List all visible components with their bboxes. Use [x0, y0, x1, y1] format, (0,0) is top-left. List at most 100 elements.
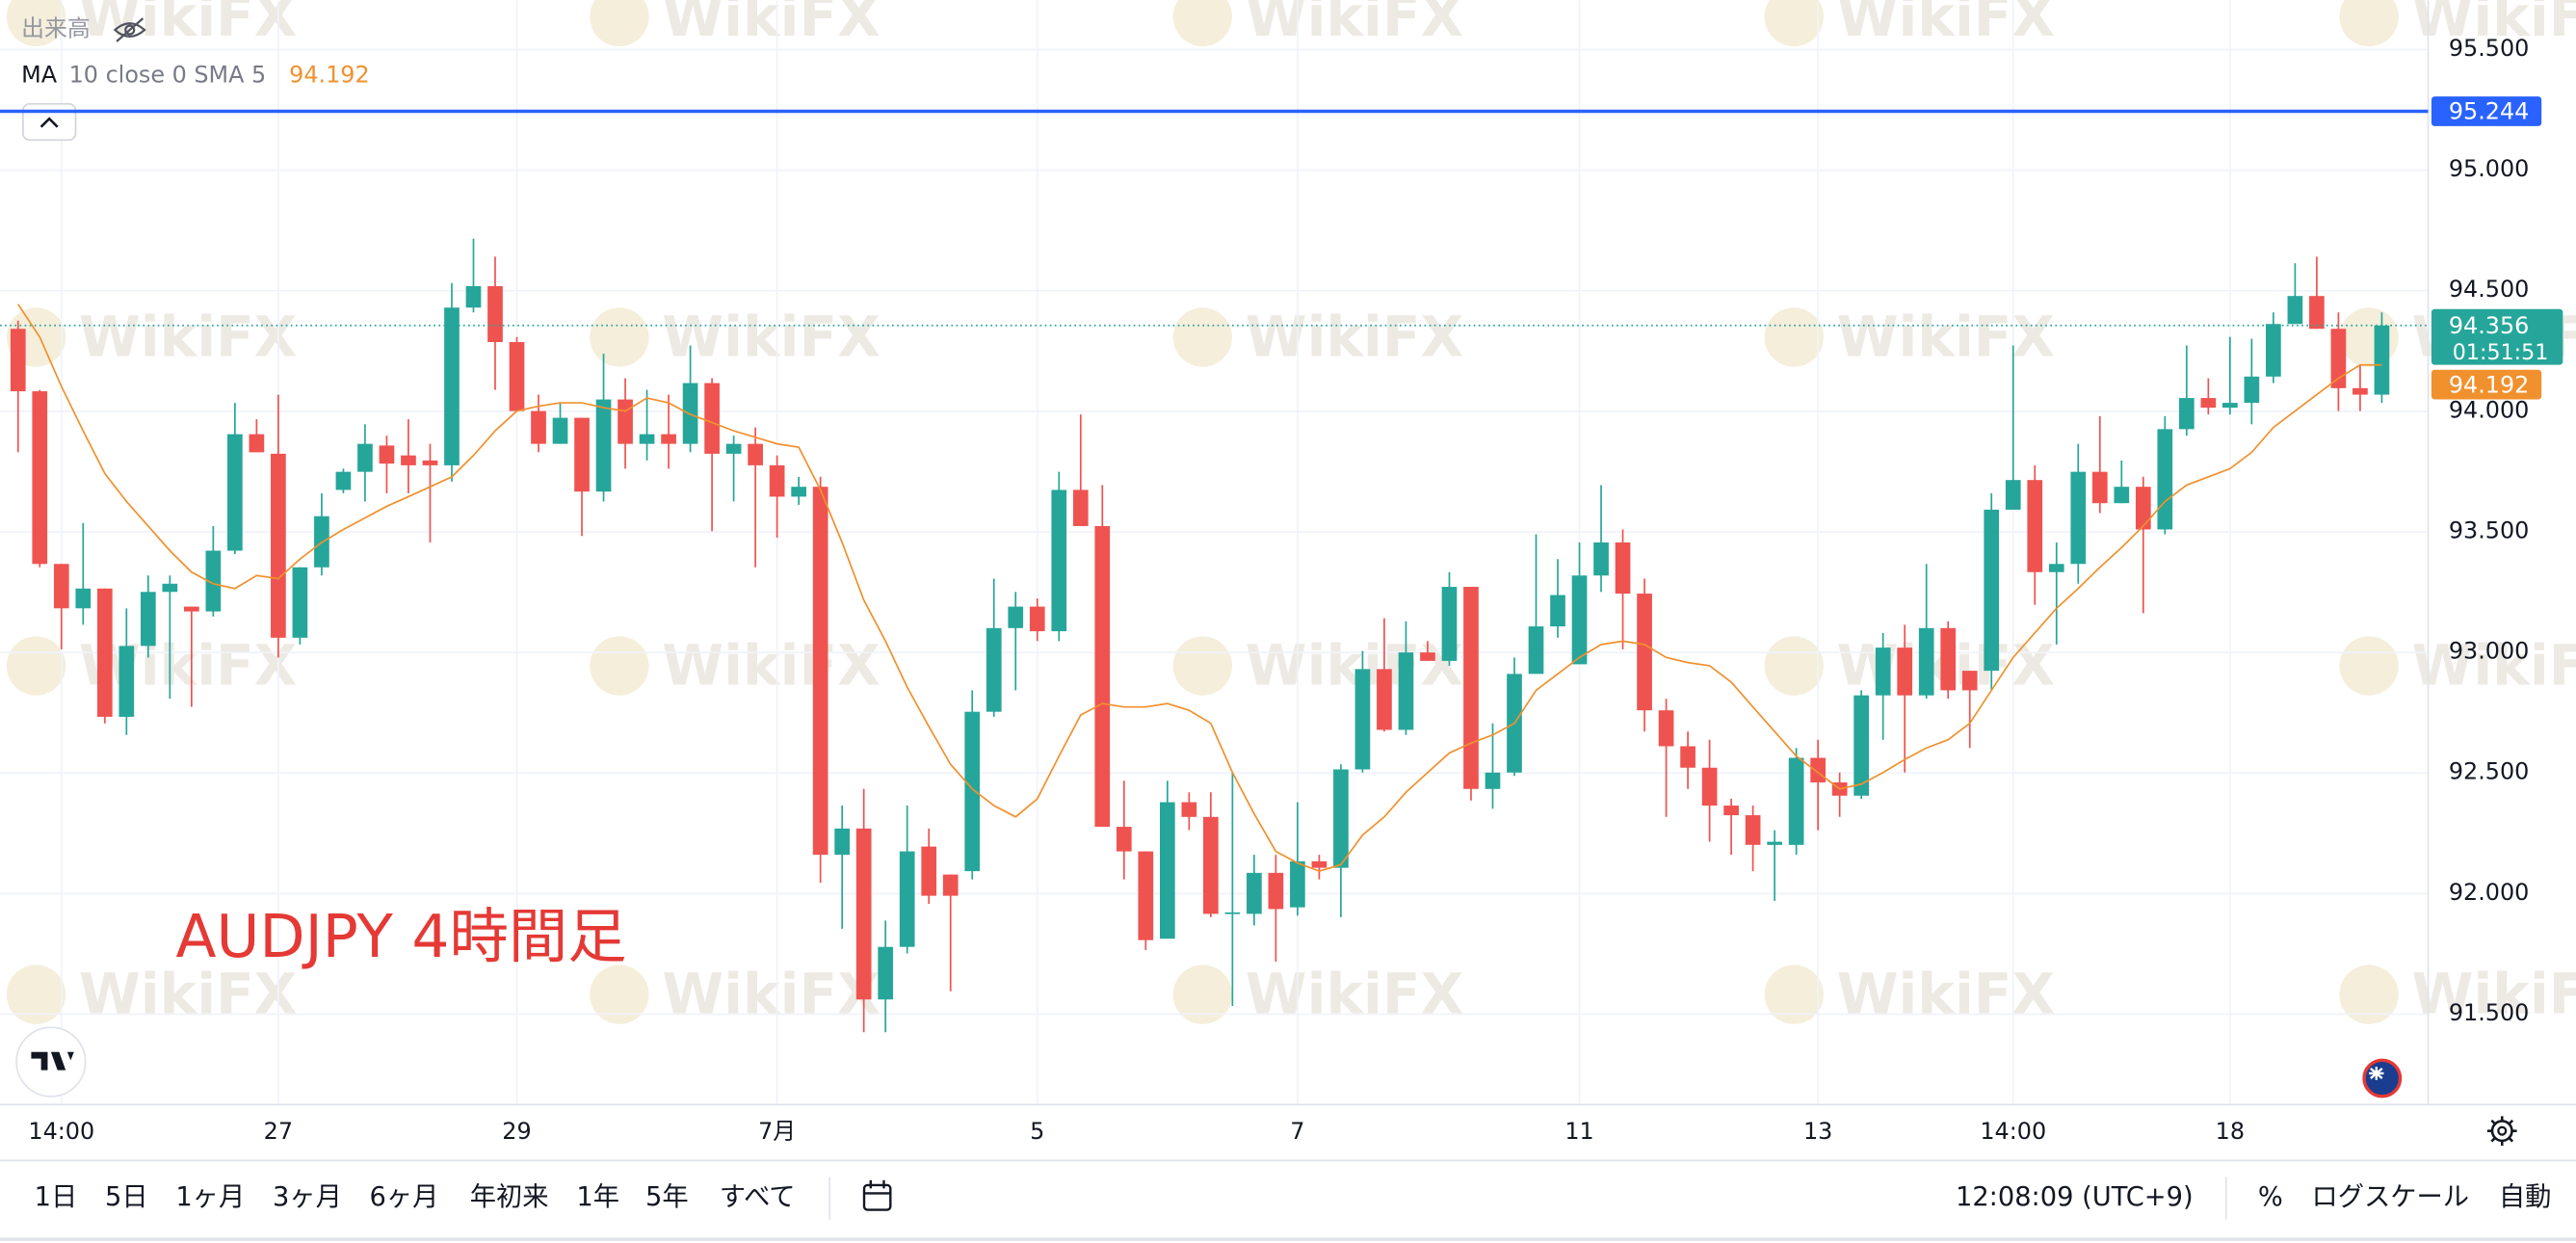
x-tick-label: 5: [1030, 1118, 1044, 1145]
ma-name: MA: [21, 61, 58, 88]
candle-body: [1354, 669, 1371, 770]
candle-body: [791, 487, 806, 497]
y-tick-label: 92.000: [2449, 879, 2530, 906]
candle-body: [2135, 487, 2151, 530]
candle-body: [2244, 376, 2260, 404]
watermark: WikiFX: [1246, 0, 1464, 49]
candle-body: [2091, 471, 2108, 504]
watermark: WikiFX: [2411, 0, 2576, 49]
candle-body: [769, 464, 785, 497]
watermark-logo: [6, 636, 66, 696]
watermark-logo: [590, 636, 649, 696]
candle-body: [812, 487, 828, 856]
candle-body: [1159, 802, 1175, 939]
range-button[interactable]: 5年: [645, 1182, 689, 1212]
ma-tag: [2431, 369, 2542, 400]
candle-body: [271, 453, 286, 638]
candle-body: [942, 874, 959, 896]
candle-body: [2070, 471, 2087, 565]
range-button[interactable]: 1ヶ月: [175, 1182, 245, 1212]
collapse-button[interactable]: [22, 102, 77, 142]
candle-body: [1072, 489, 1089, 526]
candle-body: [2353, 387, 2368, 395]
candle-body: [1029, 606, 1045, 632]
candle-body: [118, 646, 135, 717]
watermark-logo: [1172, 307, 1233, 367]
candle-body: [2330, 329, 2347, 388]
candle-body: [531, 410, 546, 444]
watermark-logo: [1764, 0, 1824, 47]
watermark-logo: [2339, 0, 2399, 47]
candle-body: [834, 828, 851, 856]
range-button[interactable]: 年初来: [470, 1182, 549, 1212]
candle-body: [2287, 296, 2303, 325]
eye-off-icon[interactable]: [113, 17, 146, 42]
currency-flag[interactable]: [2362, 1058, 2403, 1098]
watermark: WikiFX: [1837, 304, 2056, 369]
range-button[interactable]: 5日: [105, 1182, 148, 1212]
x-tick-label: 7月: [758, 1118, 796, 1145]
watermark-logo: [6, 0, 66, 47]
candle-body: [1398, 652, 1414, 730]
candle-body: [1897, 648, 1913, 696]
candle-body: [964, 711, 981, 872]
range-button[interactable]: 3ヶ月: [273, 1182, 342, 1212]
candle-body: [292, 567, 308, 638]
x-tick-label: 11: [1564, 1118, 1593, 1145]
candle-body: [2222, 403, 2238, 409]
candle-body: [401, 455, 416, 465]
percent-toggle[interactable]: %: [2258, 1182, 2283, 1212]
candle-body: [2157, 429, 2173, 530]
candle-body: [10, 329, 26, 392]
candle-body: [1528, 626, 1544, 674]
x-tick-label: 29: [502, 1118, 531, 1145]
candle-body: [1571, 575, 1588, 665]
clock[interactable]: 12:08:09 (UTC+9): [1956, 1182, 2194, 1212]
candle-body: [1637, 594, 1652, 711]
candle-body: [162, 583, 178, 593]
log-scale-toggle[interactable]: ログスケール: [2311, 1182, 2469, 1212]
candle-body: [1723, 806, 1739, 816]
candle-body: [748, 443, 763, 465]
candle-body: [639, 434, 655, 444]
watermark-logo: [1172, 636, 1233, 696]
auto-scale-toggle[interactable]: 自動: [2499, 1182, 2552, 1212]
candle-body: [379, 445, 395, 464]
watermark-logo: [6, 965, 66, 1024]
range-button[interactable]: 1年: [576, 1182, 619, 1212]
date-range-icon[interactable]: [862, 1179, 892, 1211]
candle-body: [32, 391, 48, 565]
settings-icon[interactable]: [2486, 1116, 2517, 1147]
candle-body: [899, 851, 915, 947]
candle-body: [444, 307, 460, 465]
candle-body: [357, 443, 373, 472]
watermark-logo: [2339, 307, 2399, 367]
candle-body: [2114, 487, 2130, 504]
candle-body: [1810, 757, 1826, 783]
y-tick-label: 95.000: [2449, 155, 2530, 182]
candle-body: [1224, 912, 1241, 914]
candle-body: [1290, 860, 1305, 908]
range-button[interactable]: すべて: [720, 1182, 796, 1212]
ma-params: 10 close 0 SMA 5: [69, 61, 267, 88]
range-button[interactable]: 1日: [35, 1182, 78, 1212]
candle-body: [96, 588, 113, 717]
candle-body: [1680, 746, 1695, 768]
candle-body: [1051, 489, 1067, 632]
watermark: WikiFX: [1246, 304, 1464, 369]
candle-body: [1311, 860, 1327, 868]
candle-body: [1333, 769, 1349, 868]
flag-cross: [2369, 1067, 2384, 1080]
watermark: WikiFX: [79, 304, 298, 369]
tv-logo-mark: [31, 1051, 74, 1071]
last-price-tag: [2431, 308, 2563, 365]
candle-body: [2027, 480, 2043, 572]
candle-body: [1138, 851, 1154, 940]
volume-label: 出来高: [21, 15, 91, 42]
candle-body: [2048, 564, 2064, 572]
tv-logo[interactable]: [15, 1026, 87, 1098]
candle-body: [1615, 542, 1631, 595]
range-button[interactable]: 6ヶ月: [370, 1182, 439, 1212]
candle-body: [1008, 606, 1024, 628]
candle-body: [661, 434, 676, 444]
